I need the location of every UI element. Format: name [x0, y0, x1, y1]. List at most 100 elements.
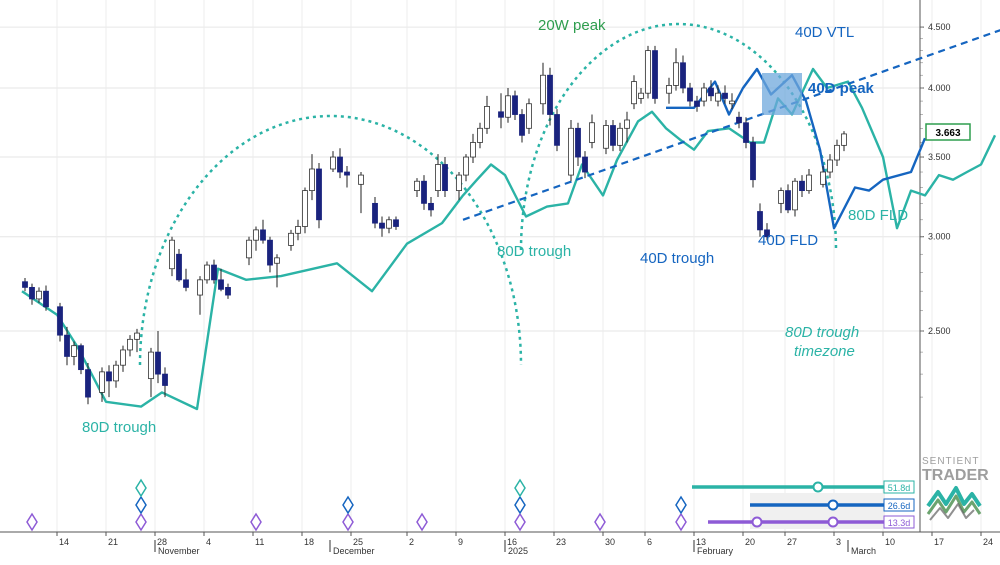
candle-body: [442, 164, 448, 192]
candle-body: [484, 106, 490, 129]
candle-body: [337, 156, 343, 173]
cycle-marker-diamond: [135, 478, 147, 498]
candle-body: [36, 290, 42, 300]
x-tick-label: 21: [108, 537, 118, 547]
x-tick-label: 10: [885, 537, 895, 547]
period-marker: [751, 516, 763, 528]
candle-body: [806, 174, 812, 192]
cycle-marker-diamond: [135, 512, 147, 532]
x-tick-label: 4: [206, 537, 211, 547]
candle-body: [470, 142, 476, 158]
svg-text:SENTIENT: SENTIENT: [922, 456, 979, 467]
candle-body: [687, 87, 693, 102]
candle-body: [631, 81, 637, 105]
candle-body: [127, 338, 133, 351]
candle-body: [764, 229, 770, 238]
period-label-box: [883, 515, 915, 529]
candle-body: [540, 74, 546, 105]
x-tick-label: 3: [836, 537, 841, 547]
grid: [0, 0, 982, 532]
x-tick-label: 13: [696, 537, 706, 547]
cycle-marker-diamond: [250, 512, 262, 532]
x-tick-label: 30: [605, 537, 615, 547]
candle-body: [505, 95, 511, 118]
candle-body: [358, 174, 364, 185]
candle-body: [414, 180, 420, 192]
sentient-trader-logo: SENTIENT TRADER: [922, 456, 989, 521]
x-tick-label: 14: [59, 537, 69, 547]
candle-body: [57, 306, 63, 336]
candle-body: [834, 144, 840, 161]
candle-body: [316, 168, 322, 221]
candle-body: [575, 127, 581, 158]
candle-body: [715, 92, 721, 102]
candle-body: [435, 164, 441, 192]
candle-body: [372, 202, 378, 224]
candle-body: [204, 264, 210, 281]
annotation-40d-vtl: 40D VTL: [795, 24, 854, 41]
candle-body: [603, 125, 609, 149]
candle-body: [729, 100, 735, 105]
annotation-40d-peak: 40D peak: [808, 80, 875, 97]
candle-body: [386, 219, 392, 229]
candle-body: [820, 171, 826, 185]
candle-body: [197, 279, 203, 296]
candlesticks: [22, 45, 847, 405]
candle-body: [589, 122, 595, 143]
cycle-period-bars: 51.8d 26.6d 13.3d: [692, 480, 915, 529]
cycle-marker-diamond: [342, 495, 354, 515]
x-tick-label: 2: [409, 537, 414, 547]
candle-body: [610, 125, 616, 146]
candle-body: [757, 211, 763, 231]
candle-body: [211, 264, 217, 281]
candle-body: [246, 239, 252, 259]
annotation-80d-trough-timezone-2: timezone: [794, 343, 855, 360]
candle-body: [736, 116, 742, 124]
candle-body: [694, 100, 700, 107]
cycle-marker-diamond: [675, 495, 687, 515]
candle-body: [582, 156, 588, 173]
candle-body: [183, 279, 189, 288]
candle-body: [295, 226, 301, 234]
candle-body: [750, 142, 756, 181]
y-tick-label: 4.000: [928, 83, 951, 93]
cycle-marker-diamond: [342, 512, 354, 532]
svg-text:TRADER: TRADER: [922, 467, 989, 484]
month-label: 2025: [508, 546, 528, 556]
candle-body: [547, 74, 553, 115]
annotation-20w-peak: 20W peak: [538, 17, 606, 34]
y-axis: 4.500 4.000 3.500 3.000 2.500: [919, 0, 951, 532]
candle-body: [519, 114, 525, 136]
candle-body: [428, 202, 434, 211]
candle-body: [827, 159, 833, 173]
cycle-markers: [26, 478, 687, 532]
annotation-80d-trough-timezone-1: 80D trough: [785, 324, 859, 341]
x-tick-label: 27: [787, 537, 797, 547]
candle-body: [526, 103, 532, 129]
candle-body: [841, 133, 847, 146]
cycle-marker-diamond: [416, 512, 428, 532]
candle-body: [393, 219, 399, 227]
cycle-marker-diamond: [135, 495, 147, 515]
candle-body: [344, 171, 350, 176]
period-marker: [812, 481, 824, 493]
candle-body: [64, 334, 70, 357]
period-label: 51.8d: [888, 483, 911, 493]
candle-body: [701, 87, 707, 102]
candle-body: [799, 180, 805, 192]
candle-body: [113, 364, 119, 382]
cycle-arcs: [138, 22, 838, 366]
candle-body: [176, 253, 182, 281]
candle-body: [456, 174, 462, 192]
candle-body: [708, 87, 714, 97]
candle-body: [512, 95, 518, 115]
month-label: November: [158, 546, 200, 556]
y-tick-label: 3.500: [928, 152, 951, 162]
candle-body: [680, 62, 686, 89]
x-axis: 1421284111825291623306132027310172431017…: [0, 531, 1000, 556]
candle-body: [253, 229, 259, 241]
x-tick-label: 9: [458, 537, 463, 547]
x-tick-label: 16: [507, 537, 517, 547]
cycle-arc: [138, 114, 523, 366]
candle-body: [155, 351, 161, 375]
